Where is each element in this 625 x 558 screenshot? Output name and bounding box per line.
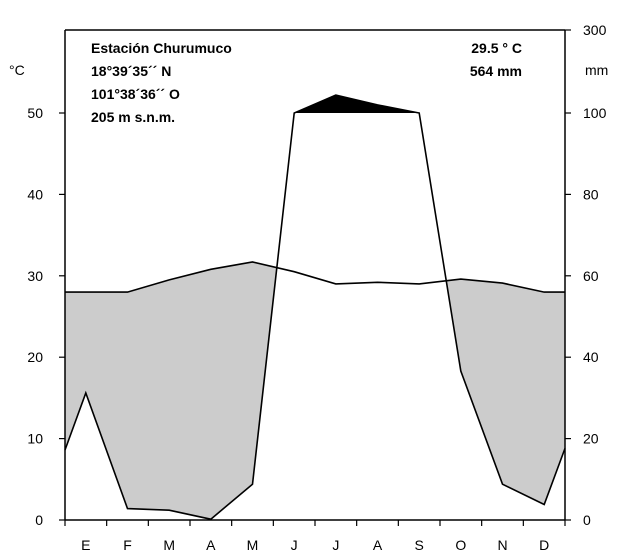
month-label: M [247,537,259,553]
month-label: S [414,537,423,553]
lines-layer [64,94,566,521]
right-tick-label: 20 [583,431,599,447]
month-label: M [163,537,175,553]
month-label: N [497,537,507,553]
mean-temperature: 29.5 ° C [471,40,522,56]
fill-layer [65,95,565,520]
left-tick-label: 50 [27,105,43,121]
right-tick-label: 80 [583,186,599,202]
right-tick-label: 300 [583,22,607,38]
station-name: Estación Churumuco [91,40,232,56]
month-label: F [123,537,132,553]
station-latitude: 18°39´35´´ N [91,63,171,79]
right-tick-label: 60 [583,268,599,284]
right-tick-label: 100 [583,105,607,121]
month-label: J [332,537,339,553]
month-label: E [81,537,90,553]
left-tick-label: 20 [27,349,43,365]
month-label: J [291,537,298,553]
left-tick-label: 30 [27,268,43,284]
excess-precipitation-area [294,95,420,113]
left-axis-unit: °C [9,62,25,78]
right-tick-label: 0 [583,512,591,528]
month-label: A [206,537,216,553]
ticks-layer: 0 10 20 30 40 50 0 20 40 60 80 100 300 E F M A M J J A S O N D [27,22,606,553]
annual-precipitation: 564 mm [470,63,522,79]
left-tick-label: 10 [27,431,43,447]
right-axis-unit: mm [585,62,608,78]
dry-season-area [65,262,565,520]
month-label: A [373,537,383,553]
right-tick-label: 40 [583,349,599,365]
station-longitude: 101°38´36´´ O [91,86,180,102]
month-label: D [539,537,549,553]
left-tick-label: 0 [35,512,43,528]
temperature-line [65,261,565,293]
month-label: O [455,537,466,553]
precipitation-line [64,94,566,521]
station-altitude: 205 m s.n.m. [91,109,175,125]
left-tick-label: 40 [27,186,43,202]
